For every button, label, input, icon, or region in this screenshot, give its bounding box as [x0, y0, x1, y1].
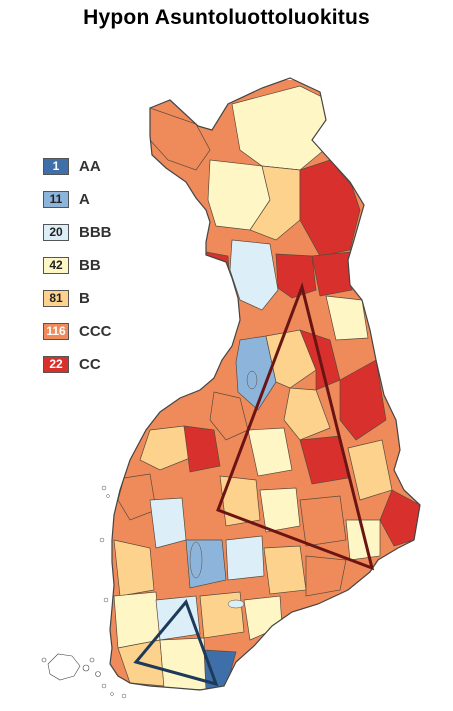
- region-mid-east: [283, 387, 331, 441]
- legend-label: B: [79, 289, 90, 307]
- legend-item-bb: 42 BB: [43, 254, 112, 276]
- region-kuusamo: [325, 295, 369, 341]
- legend-swatch: 42: [43, 256, 69, 274]
- lake: [246, 370, 258, 390]
- municipality-regions: [110, 80, 420, 690]
- legend-item-ccc: 116 CCC: [43, 320, 112, 342]
- region-uusimaa-west: [159, 637, 207, 690]
- legend-label: BBB: [79, 223, 112, 241]
- region-kouvola: [243, 595, 283, 641]
- legend-swatch: 1: [43, 157, 69, 175]
- region-central-yellow: [247, 427, 293, 477]
- region-rovaniemi: [229, 239, 279, 311]
- legend-swatch: 11: [43, 190, 69, 208]
- legend-item-aa: 1 AA: [43, 155, 112, 177]
- map-title: Hypon Asuntoluottoluokitus: [83, 6, 370, 29]
- legend-item-cc: 22 CC: [43, 353, 112, 375]
- region-oulu-inland: [265, 329, 317, 389]
- region-central-2: [259, 487, 301, 533]
- legend-label: BB: [79, 256, 101, 274]
- legend: 1 AA 11 A 20 BBB 42 BB 81 B 116 CCC 22 C…: [43, 155, 112, 386]
- region-east-yellow: [345, 519, 381, 561]
- legend-label: AA: [79, 157, 101, 175]
- region-west-coast-1: [139, 425, 191, 471]
- region-mikkeli: [263, 545, 307, 595]
- legend-item-b: 81 B: [43, 287, 112, 309]
- legend-label: CCC: [79, 322, 112, 340]
- aland-islands: [41, 653, 101, 681]
- legend-item-bbb: 20 BBB: [43, 221, 112, 243]
- lake: [227, 599, 245, 609]
- region-salla: [311, 251, 353, 297]
- legend-swatch: 116: [43, 322, 69, 340]
- region-helsinki: [203, 649, 237, 690]
- legend-swatch: 81: [43, 289, 69, 307]
- region-kainuu-east: [339, 359, 387, 441]
- region-mid-west: [209, 391, 249, 441]
- region-light-blue-west: [149, 497, 187, 549]
- region-lappeenranta: [305, 555, 347, 597]
- legend-swatch: 20: [43, 223, 69, 241]
- south-triangle-overlay: [133, 599, 219, 687]
- region-pori: [113, 539, 155, 597]
- lake: [189, 541, 203, 579]
- region-seinajoki: [183, 425, 221, 473]
- region-east-border-red: [379, 489, 420, 547]
- region-lapland-north: [231, 85, 329, 171]
- north-triangle-overlay: [216, 281, 375, 571]
- legend-label: CC: [79, 355, 101, 373]
- region-light-blue-central: [225, 535, 265, 581]
- archipelago-islands: [99, 485, 127, 699]
- region-kuopio-red: [299, 435, 349, 485]
- region-savo: [299, 495, 347, 547]
- legend-swatch: 22: [43, 355, 69, 373]
- region-lahti: [199, 591, 245, 639]
- legend-item-a: 11 A: [43, 188, 112, 210]
- legend-label: A: [79, 190, 90, 208]
